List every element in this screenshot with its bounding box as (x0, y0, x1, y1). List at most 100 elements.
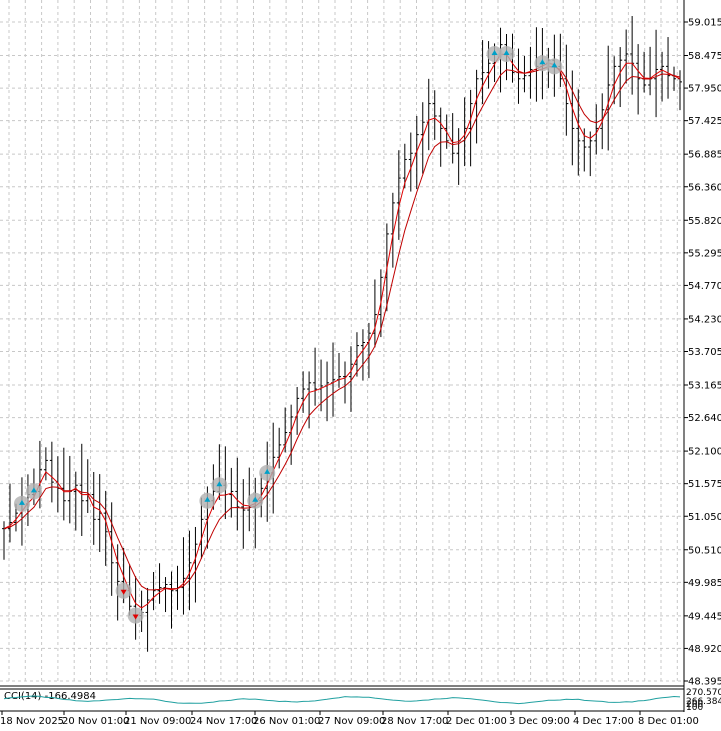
ohlc-bar (522, 56, 527, 93)
ohlc-bar (474, 69, 479, 144)
signal-arrow-up (18, 499, 25, 505)
time-tick-label: 24 Nov 17:00 (190, 716, 257, 727)
time-tick-label: 8 Dec 01:00 (638, 716, 699, 727)
ohlc-bar (666, 37, 671, 99)
ohlc-bar (67, 455, 72, 524)
ohlc-bar (396, 150, 401, 240)
moving-averages (3, 53, 681, 609)
cci-label: CCI(14) -166.4984 (4, 691, 96, 702)
ohlc-bar (348, 346, 353, 412)
cci-scale-label: 100 (686, 703, 703, 713)
ohlc-bar (456, 128, 461, 185)
ohlc-bar (61, 447, 66, 521)
price-tick-label: 54.770 (688, 281, 721, 292)
grid (0, 0, 684, 684)
price-tick-label: 56.885 (688, 150, 721, 161)
ohlc-bar (342, 361, 347, 404)
signal-arrow-up (551, 62, 558, 68)
ohlc-bar (660, 51, 665, 102)
signal-arrow-up (491, 49, 498, 55)
time-tick-label: 20 Nov 01:00 (62, 716, 129, 727)
signal-arrow-up (204, 496, 211, 502)
ohlc-bar (594, 104, 599, 155)
ohlc-bar (636, 44, 641, 115)
time-tick-label: 27 Nov 09:00 (318, 716, 385, 727)
ohlc-bar (307, 371, 312, 429)
signal-arrow-up (264, 468, 271, 474)
ohlc-bar (672, 66, 677, 91)
price-tick-label: 48.395 (688, 677, 721, 688)
signal-arrow-up (503, 49, 510, 55)
ohlc-bar (277, 427, 282, 469)
ohlc-bar (402, 143, 407, 189)
price-tick-label: 57.425 (688, 116, 721, 127)
price-tick-label: 55.295 (688, 248, 721, 259)
signal-arrow-up (252, 496, 259, 502)
ohlc-bar (43, 447, 48, 481)
ohlc-bar (360, 329, 365, 381)
ohlc-bar (390, 192, 395, 268)
price-tick-label: 58.475 (688, 51, 721, 62)
price-tick-label: 59.015 (688, 18, 721, 29)
price-tick-label: 49.445 (688, 611, 721, 622)
price-tick-label: 50.510 (688, 545, 721, 556)
price-tick-label: 55.820 (688, 216, 721, 227)
ohlc-bar (49, 441, 54, 503)
time-tick-label: 28 Nov 17:00 (381, 716, 448, 727)
ohlc-bar (181, 537, 186, 615)
ma-line-1 (3, 53, 681, 609)
ohlc-bar (109, 502, 114, 596)
ohlc-bar (241, 479, 246, 549)
time-tick-label: 4 Dec 17:00 (573, 716, 634, 727)
ohlc-bar (7, 483, 12, 543)
ohlc-bar (91, 472, 96, 545)
cci-scale-label: 266.3841 (686, 697, 721, 707)
ohlc-bar (2, 521, 6, 560)
ohlc-bar (301, 371, 306, 413)
signal-arrow-up (216, 481, 223, 487)
price-tick-label: 53.705 (688, 347, 721, 358)
ohlc-bar (73, 471, 78, 531)
price-tick-label: 53.165 (688, 381, 721, 392)
time-tick-label: 2 Dec 01:00 (446, 716, 507, 727)
price-tick-label: 51.575 (688, 479, 721, 490)
ohlc-bar (408, 132, 413, 192)
price-tick-label: 56.360 (688, 182, 721, 193)
ohlc-bar (187, 530, 192, 611)
time-tick-label: 26 Nov 01:00 (253, 716, 320, 727)
price-tick-label: 52.640 (688, 413, 721, 424)
signal-arrow-down (132, 614, 139, 620)
ohlc-bar (588, 131, 593, 177)
price-tick-label: 52.100 (688, 447, 721, 458)
ohlc-bar (145, 587, 150, 652)
ohlc-bar (516, 48, 521, 104)
ohlc-bar (642, 51, 647, 93)
ohlc-bar (157, 563, 162, 604)
price-tick-label: 57.950 (688, 84, 721, 95)
price-tick-label: 48.920 (688, 644, 721, 655)
time-tick-label: 3 Dec 09:00 (509, 716, 570, 727)
signal-arrow-up (30, 487, 37, 493)
ohlc-bar (564, 44, 569, 136)
ohlc-bar (325, 361, 330, 422)
cci-panel: CCI(14) -166.4984 270.5704266.3841200100 (3, 688, 721, 713)
time-tick-label: 21 Nov 09:00 (124, 716, 191, 727)
ohlc-bar (438, 107, 443, 167)
ohlc-bar (79, 443, 84, 537)
cci-scale-label: 270.5704 (686, 688, 721, 698)
ohlc-bar (426, 78, 431, 151)
ohlc-bar (169, 571, 174, 629)
ohlc-bar (618, 47, 623, 108)
ma-line-2 (3, 66, 681, 591)
price-tick-label: 51.050 (688, 512, 721, 523)
ohlc-bar (331, 342, 336, 417)
ohlc-bar (480, 40, 485, 105)
price-tick-label: 49.985 (688, 578, 721, 589)
ohlc-bar (115, 544, 120, 621)
ohlc-bar (151, 571, 156, 611)
ohlc-bar (103, 490, 108, 566)
ohlc-bar (85, 459, 90, 514)
ohlc-bar (337, 352, 342, 388)
